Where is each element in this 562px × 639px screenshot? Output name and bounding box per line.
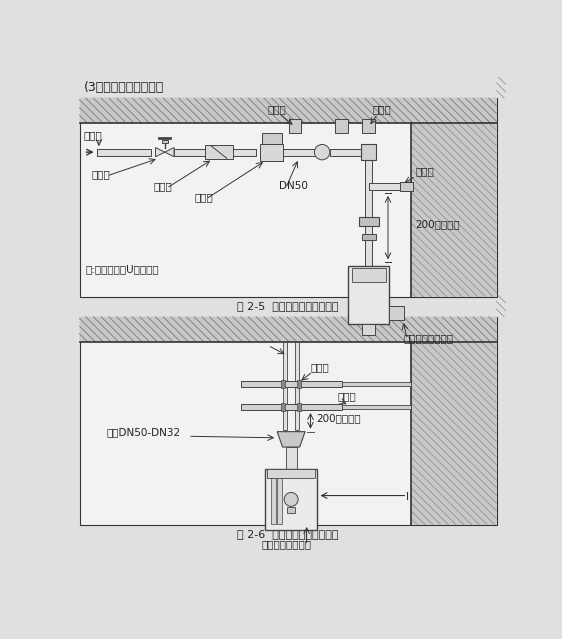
Bar [359, 217, 379, 226]
Text: 图 2-5  墙边及梁边安装侧视图: 图 2-5 墙边及梁边安装侧视图 [237, 301, 339, 311]
Text: 支撑架: 支撑架 [268, 104, 287, 114]
Bar [281, 380, 285, 388]
Polygon shape [277, 432, 305, 447]
Text: 给水管: 给水管 [83, 130, 102, 141]
Bar [281, 403, 285, 411]
Polygon shape [165, 148, 174, 157]
Bar [289, 119, 301, 133]
Bar [389, 306, 404, 320]
Bar [342, 404, 411, 410]
Bar [271, 475, 275, 524]
Bar [362, 119, 375, 133]
Bar [352, 268, 386, 282]
Bar [411, 342, 496, 525]
Bar [262, 133, 282, 144]
Text: 注:每个支撑有U型卡固定: 注:每个支撑有U型卡固定 [86, 265, 160, 274]
Bar [348, 266, 389, 324]
Bar [400, 182, 413, 192]
Text: DN50: DN50 [279, 181, 309, 191]
Text: 支撑架: 支撑架 [373, 104, 391, 114]
Bar [277, 475, 282, 524]
Bar [369, 183, 411, 190]
Bar [241, 404, 342, 410]
Bar [362, 234, 375, 240]
Bar [362, 324, 375, 335]
Bar [295, 342, 299, 430]
Text: 支撑架: 支撑架 [310, 362, 329, 372]
Bar [80, 98, 496, 297]
Bar [330, 149, 369, 156]
Bar [241, 381, 342, 387]
Bar [97, 149, 151, 156]
Polygon shape [156, 148, 165, 157]
Text: 200毫米最佳: 200毫米最佳 [415, 220, 460, 229]
Text: 支撑架: 支撑架 [338, 391, 356, 401]
Bar [297, 403, 301, 411]
Bar [233, 149, 256, 156]
Text: 变径DN50-DN32: 变径DN50-DN32 [107, 427, 181, 438]
Bar [361, 144, 377, 160]
Bar [297, 380, 301, 388]
Bar [80, 317, 496, 342]
Bar [411, 123, 496, 297]
Circle shape [314, 144, 330, 160]
Text: (3）沿梁边及墙边安装: (3）沿梁边及墙边安装 [84, 81, 165, 94]
Bar [285, 447, 297, 468]
Bar [267, 468, 315, 478]
Text: 手动阀: 手动阀 [91, 169, 110, 179]
Bar [336, 119, 348, 133]
Bar [205, 145, 233, 159]
Text: 此处保证正常旋转: 此处保证正常旋转 [262, 539, 312, 549]
Bar [162, 140, 168, 143]
Bar [287, 507, 295, 513]
Text: 过滤阀: 过滤阀 [153, 181, 172, 191]
Bar [283, 342, 287, 430]
Bar [283, 149, 322, 156]
Bar [342, 381, 411, 386]
Text: 200毫米最佳: 200毫米最佳 [317, 413, 361, 423]
Bar [260, 144, 283, 160]
Text: 图 2-6  墙边及梁边安装主视图: 图 2-6 墙边及梁边安装主视图 [237, 529, 339, 539]
Bar [80, 317, 496, 525]
Circle shape [284, 493, 298, 506]
Bar [365, 152, 372, 289]
Bar [174, 149, 205, 156]
Bar [80, 98, 496, 123]
Text: 支撑架: 支撑架 [415, 167, 434, 176]
Text: 此处保证正常旋转: 此处保证正常旋转 [404, 333, 454, 343]
Bar [265, 468, 318, 530]
Text: 电磁阀: 电磁阀 [194, 192, 213, 202]
